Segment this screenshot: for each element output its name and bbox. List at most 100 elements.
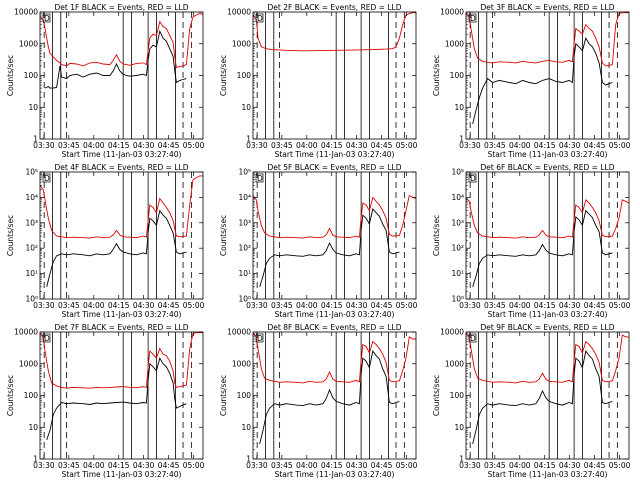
y-tick-label: 10⁴ [25, 193, 38, 202]
panel-title: Det 3F BLACK = Events, RED = LLD [481, 3, 615, 12]
y-tick-label: 10 [28, 103, 38, 112]
x-tick-label: 03:30 [33, 461, 55, 470]
y-tick-label: 10000 [227, 8, 251, 17]
x-tick-label: 04:45 [158, 461, 180, 470]
y-tick-label: 10³ [25, 218, 38, 227]
panel-plot-area [466, 12, 629, 139]
x-tick-label: 03:30 [459, 461, 481, 470]
x-tick-label: 03:45 [58, 301, 80, 310]
corner-label: D [257, 334, 263, 343]
x-tick-label: 03:45 [271, 301, 293, 310]
x-tick-label: 04:00 [83, 461, 105, 470]
corner-box [468, 173, 477, 183]
y-tick-label: 10⁵ [238, 168, 251, 177]
series-events-line [259, 208, 400, 288]
x-tick-label: 03:45 [58, 461, 80, 470]
series-events-line [472, 350, 613, 445]
y-axis-label: Counts/sec [219, 375, 228, 416]
detector-panel-2: Det 2F BLACK = Events, RED = LLD D 1 10 100 1… [219, 3, 418, 159]
y-tick-label: 10000 [227, 328, 251, 337]
y-tick-label: 1 [246, 135, 251, 144]
x-tick-label: 05:00 [183, 461, 205, 470]
series-events-line [46, 357, 187, 441]
x-tick-label: 04:15 [321, 301, 343, 310]
panel-title: Det 6F BLACK = Events, RED = LLD [481, 163, 615, 172]
x-tick-label: 04:00 [83, 301, 105, 310]
x-tick-label: 04:00 [83, 141, 105, 150]
x-tick-label: 04:30 [346, 141, 368, 150]
detector-panel-9: Det 9F BLACK = Events, RED = LLD D 1 10 100 1… [432, 323, 631, 479]
y-tick-label: 10³ [451, 218, 464, 227]
x-tick-label: 03:30 [246, 141, 268, 150]
x-tick-label: 03:45 [484, 141, 506, 150]
detector-panel-7: Det 7F BLACK = Events, RED = LLD D 1 10 100 1… [6, 323, 205, 479]
x-tick-label: 04:00 [509, 461, 531, 470]
x-tick-label: 04:30 [133, 141, 155, 150]
series-events-line [259, 350, 400, 445]
detector-panel-4: Det 4F BLACK = Events, RED = LLD D 10⁰ 10¹ 1… [6, 163, 205, 319]
x-axis-label: Start Time (11-Jan-03 03:27:40) [275, 310, 395, 319]
x-axis-label: Start Time (11-Jan-03 03:27:40) [62, 470, 182, 479]
x-tick-label: 03:45 [58, 141, 80, 150]
panel-plot-area [40, 172, 203, 299]
x-tick-label: 04:00 [296, 141, 318, 150]
x-tick-label: 03:45 [271, 141, 293, 150]
panel-frame [252, 331, 417, 460]
y-tick-label: 10⁰ [451, 295, 464, 304]
series-events-line [472, 209, 613, 288]
corner-label: D [470, 174, 476, 183]
y-tick-label: 10¹ [25, 269, 38, 278]
y-tick-label: 10² [451, 244, 464, 253]
corner-box [468, 13, 477, 23]
corner-box [42, 173, 51, 183]
y-tick-label: 1 [459, 135, 464, 144]
y-tick-label: 100 [24, 71, 39, 80]
corner-label: D [470, 334, 476, 343]
y-axis-label: Counts/sec [6, 55, 15, 96]
x-tick-label: 04:30 [133, 461, 155, 470]
x-tick-label: 04:15 [108, 461, 130, 470]
detector-panel-6: Det 6F BLACK = Events, RED = LLD D 10⁰ 10¹ 1… [432, 163, 631, 319]
panel-plot-area [466, 332, 629, 459]
y-axis-label: Counts/sec [219, 215, 228, 256]
x-tick-label: 04:45 [584, 461, 606, 470]
panel-frame [465, 11, 630, 140]
corner-box [255, 173, 264, 183]
corner-label: D [44, 14, 50, 23]
y-tick-label: 10² [25, 244, 38, 253]
y-tick-label: 10⁵ [451, 168, 464, 177]
corner-box [42, 13, 51, 23]
x-tick-label: 04:00 [296, 301, 318, 310]
x-tick-label: 03:45 [484, 301, 506, 310]
y-tick-label: 10² [238, 244, 251, 253]
corner-box [42, 333, 51, 343]
panel-title: Det 4F BLACK = Events, RED = LLD [55, 163, 189, 172]
y-tick-label: 100 [24, 391, 39, 400]
x-tick-label: 05:00 [609, 461, 631, 470]
panel-frame [39, 11, 204, 140]
x-tick-label: 03:30 [33, 301, 55, 310]
y-axis-label: Counts/sec [6, 215, 15, 256]
series-lld-line [466, 333, 629, 384]
series-lld-line [253, 333, 416, 384]
y-tick-label: 1000 [445, 359, 464, 368]
detector-panel-3: Det 3F BLACK = Events, RED = LLD D 1 10 100 1… [432, 3, 631, 159]
y-tick-label: 10000 [14, 328, 38, 337]
y-tick-label: 1000 [19, 359, 38, 368]
x-tick-label: 05:00 [183, 141, 205, 150]
y-tick-label: 1000 [445, 39, 464, 48]
panel-title: Det 7F BLACK = Events, RED = LLD [55, 323, 189, 332]
y-tick-label: 10⁵ [25, 168, 38, 177]
corner-label: D [257, 14, 263, 23]
x-tick-label: 04:15 [534, 141, 556, 150]
panel-frame [252, 11, 417, 140]
y-tick-label: 10 [241, 423, 251, 432]
panel-plot-area [253, 12, 416, 139]
y-tick-label: 1000 [232, 359, 251, 368]
y-tick-label: 10 [454, 423, 464, 432]
x-tick-label: 04:30 [346, 461, 368, 470]
y-tick-label: 1000 [232, 39, 251, 48]
x-tick-label: 03:45 [484, 461, 506, 470]
x-tick-label: 04:45 [371, 301, 393, 310]
x-tick-label: 04:15 [534, 301, 556, 310]
